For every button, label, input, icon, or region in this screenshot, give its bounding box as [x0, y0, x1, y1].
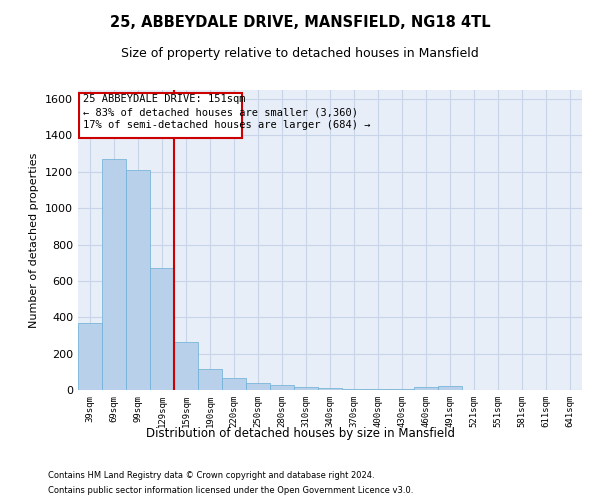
- Text: ← 83% of detached houses are smaller (3,360): ← 83% of detached houses are smaller (3,…: [83, 107, 358, 117]
- FancyBboxPatch shape: [79, 92, 242, 138]
- Text: 25 ABBEYDALE DRIVE: 151sqm: 25 ABBEYDALE DRIVE: 151sqm: [83, 94, 245, 104]
- Bar: [366, 389, 390, 390]
- Bar: [294, 386, 318, 390]
- Bar: [246, 383, 270, 390]
- Bar: [342, 388, 366, 390]
- Text: 25, ABBEYDALE DRIVE, MANSFIELD, NG18 4TL: 25, ABBEYDALE DRIVE, MANSFIELD, NG18 4TL: [110, 15, 490, 30]
- Text: 17% of semi-detached houses are larger (684) →: 17% of semi-detached houses are larger (…: [83, 120, 370, 130]
- Bar: [438, 386, 462, 390]
- Bar: [414, 386, 438, 390]
- Bar: [198, 369, 222, 390]
- Bar: [102, 159, 126, 390]
- Bar: [78, 322, 102, 390]
- Text: Distribution of detached houses by size in Mansfield: Distribution of detached houses by size …: [146, 428, 455, 440]
- Text: Size of property relative to detached houses in Mansfield: Size of property relative to detached ho…: [121, 48, 479, 60]
- Bar: [150, 268, 174, 390]
- Y-axis label: Number of detached properties: Number of detached properties: [29, 152, 40, 328]
- Bar: [222, 378, 246, 390]
- Bar: [270, 386, 294, 390]
- Text: Contains public sector information licensed under the Open Government Licence v3: Contains public sector information licen…: [48, 486, 413, 495]
- Bar: [126, 170, 150, 390]
- Bar: [390, 389, 414, 390]
- Text: Contains HM Land Registry data © Crown copyright and database right 2024.: Contains HM Land Registry data © Crown c…: [48, 471, 374, 480]
- Bar: [174, 342, 198, 390]
- Bar: [318, 388, 342, 390]
